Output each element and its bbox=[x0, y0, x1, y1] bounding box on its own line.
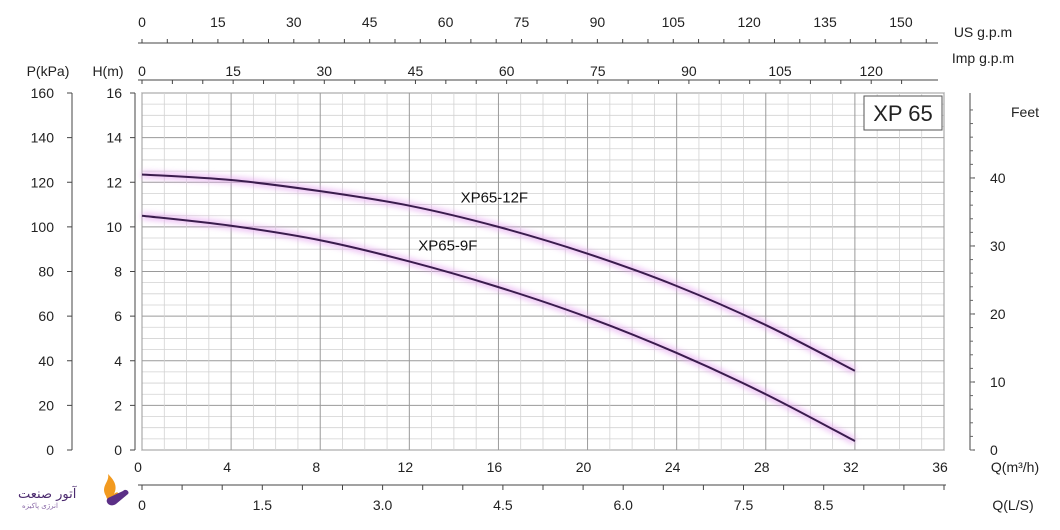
p-tick-label: 140 bbox=[31, 130, 55, 146]
h-tick-label: 14 bbox=[106, 130, 122, 146]
q-tick-label: 28 bbox=[754, 459, 770, 475]
us-gpm-tick-label: 15 bbox=[210, 14, 226, 30]
p-axis-unit: P(kPa) bbox=[27, 63, 70, 79]
q-tick-label: 20 bbox=[576, 459, 592, 475]
imp-gpm-tick-label: 0 bbox=[138, 63, 146, 79]
imp-gpm-tick-label: 90 bbox=[681, 63, 697, 79]
ls-tick-label: 6.0 bbox=[613, 497, 633, 513]
imp-gpm-tick-label: 30 bbox=[317, 63, 333, 79]
us-gpm-tick-label: 90 bbox=[590, 14, 606, 30]
q-axis-unit: Q(m³/h) bbox=[991, 459, 1039, 475]
p-tick-label: 120 bbox=[31, 174, 55, 190]
h-tick-label: 12 bbox=[106, 174, 122, 190]
brand-logo: آتور صنعت انرژی پاکیزه bbox=[18, 474, 129, 510]
logo-subtext: انرژی پاکیزه bbox=[22, 502, 58, 510]
feet-tick-label: 0 bbox=[990, 442, 998, 458]
q-tick-label: 0 bbox=[134, 459, 142, 475]
series-label-xp65-9f: XP65-9F bbox=[418, 237, 477, 254]
us-gpm-unit: US g.p.m bbox=[954, 24, 1012, 40]
p-tick-label: 100 bbox=[31, 219, 55, 235]
logo-text: آتور صنعت bbox=[18, 485, 78, 502]
ls-tick-label: 3.0 bbox=[373, 497, 393, 513]
p-tick-label: 80 bbox=[38, 264, 54, 280]
us-gpm-tick-label: 150 bbox=[889, 14, 913, 30]
ls-axis-unit: Q(L/S) bbox=[992, 497, 1033, 513]
ls-tick-label: 7.5 bbox=[734, 497, 754, 513]
us-gpm-tick-label: 135 bbox=[813, 14, 837, 30]
p-tick-label: 0 bbox=[46, 442, 54, 458]
us-gpm-tick-label: 75 bbox=[514, 14, 530, 30]
q-tick-label: 16 bbox=[487, 459, 503, 475]
q-tick-label: 32 bbox=[843, 459, 859, 475]
ls-tick-label: 0 bbox=[138, 497, 146, 513]
grid bbox=[141, 92, 945, 451]
us-gpm-tick-label: 0 bbox=[138, 14, 146, 30]
feet-tick-label: 30 bbox=[990, 238, 1006, 254]
imp-gpm-unit: Imp g.p.m bbox=[952, 50, 1014, 66]
p-tick-label: 160 bbox=[31, 85, 55, 101]
h-axis-unit: H(m) bbox=[92, 63, 123, 79]
p-tick-label: 20 bbox=[38, 397, 54, 413]
imp-gpm-tick-label: 15 bbox=[225, 63, 241, 79]
imp-gpm-tick-label: 45 bbox=[408, 63, 424, 79]
labels: 0246810121416H(m)020406080100120140160P(… bbox=[27, 14, 1040, 513]
us-gpm-tick-label: 30 bbox=[286, 14, 302, 30]
us-gpm-tick-label: 60 bbox=[438, 14, 454, 30]
h-tick-label: 8 bbox=[114, 264, 122, 280]
model-label: XP 65 bbox=[873, 101, 933, 126]
p-tick-label: 60 bbox=[38, 308, 54, 324]
q-tick-label: 8 bbox=[312, 459, 320, 475]
q-tick-label: 4 bbox=[223, 459, 231, 475]
p-tick-label: 40 bbox=[38, 353, 54, 369]
model-label-box: XP 65 bbox=[863, 95, 943, 131]
feet-tick-label: 20 bbox=[990, 306, 1006, 322]
series-label-xp65-12f: XP65-12F bbox=[461, 189, 529, 206]
feet-axis-unit: Feet bbox=[1011, 104, 1039, 120]
imp-gpm-tick-label: 105 bbox=[768, 63, 792, 79]
ls-tick-label: 8.5 bbox=[814, 497, 834, 513]
imp-gpm-tick-label: 75 bbox=[590, 63, 606, 79]
h-tick-label: 4 bbox=[114, 353, 122, 369]
axes bbox=[67, 39, 975, 490]
h-tick-label: 0 bbox=[114, 442, 122, 458]
wrench-icon bbox=[106, 489, 129, 506]
imp-gpm-tick-label: 120 bbox=[860, 63, 884, 79]
us-gpm-tick-label: 45 bbox=[362, 14, 378, 30]
q-tick-label: 12 bbox=[398, 459, 414, 475]
imp-gpm-tick-label: 60 bbox=[499, 63, 515, 79]
us-gpm-tick-label: 105 bbox=[662, 14, 686, 30]
series-line-xp65-12f bbox=[141, 173, 856, 372]
series-line-xp65-9f bbox=[141, 214, 856, 442]
q-tick-label: 36 bbox=[932, 459, 948, 475]
ls-tick-label: 1.5 bbox=[253, 497, 273, 513]
feet-tick-label: 10 bbox=[990, 374, 1006, 390]
feet-tick-label: 40 bbox=[990, 170, 1006, 186]
us-gpm-tick-label: 120 bbox=[737, 14, 761, 30]
ls-tick-label: 4.5 bbox=[493, 497, 513, 513]
h-tick-label: 16 bbox=[106, 85, 122, 101]
q-tick-label: 24 bbox=[665, 459, 681, 475]
series bbox=[141, 170, 857, 445]
h-tick-label: 10 bbox=[106, 219, 122, 235]
h-tick-label: 6 bbox=[114, 308, 122, 324]
h-tick-label: 2 bbox=[114, 397, 122, 413]
